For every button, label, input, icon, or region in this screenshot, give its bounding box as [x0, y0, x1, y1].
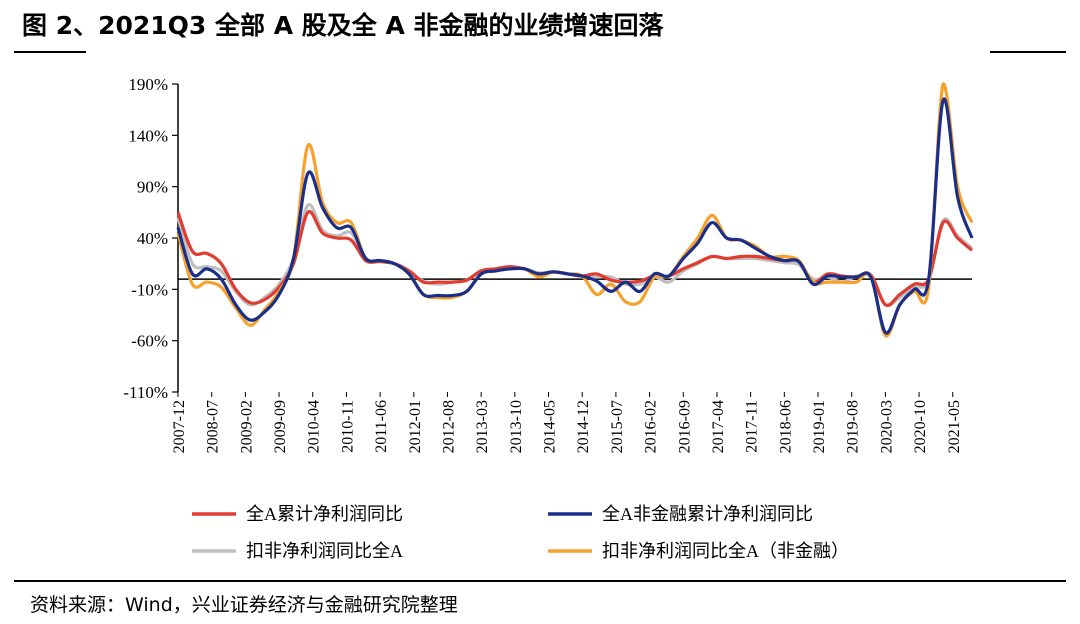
x-tick-label: 2017-11	[744, 400, 761, 453]
footer-divider	[14, 580, 1066, 582]
x-tick-label: 2013-03	[474, 400, 491, 453]
x-tick-label: 2017-04	[710, 400, 727, 453]
x-tick-label: 2011-06	[373, 400, 390, 453]
y-axis: 190% 140% 90% 40% -10% -60% -110%	[123, 75, 179, 402]
x-tick-label: 2012-01	[407, 400, 424, 453]
legend-label-3: 扣非净利润同比全A	[246, 541, 403, 561]
x-tick-label: 2020-10	[912, 400, 929, 453]
x-tick-label: 2016-02	[643, 400, 660, 453]
x-tick-label: 2009-09	[272, 400, 289, 453]
y-tick-label: 40%	[137, 229, 168, 248]
page-title: 图 2、2021Q3 全部 A 股及全 A 非金融的业绩增速回落	[22, 11, 664, 40]
x-tick-label: 2013-10	[508, 400, 525, 453]
legend-label-1: 全A累计净利润同比	[246, 504, 403, 524]
x-tick-label: 2010-04	[306, 400, 323, 453]
x-tick-label: 2019-01	[811, 400, 828, 453]
y-tick-label: 190%	[128, 75, 168, 94]
y-tick-label: -110%	[123, 383, 168, 402]
x-axis: 2007-12 2008-07 2009-02 2009-09 2010-04 2010-…	[171, 278, 972, 453]
x-tick-label: 2014-05	[542, 400, 559, 453]
title-divider-right	[990, 51, 1066, 53]
x-tick-label: 2009-02	[238, 400, 255, 453]
series-line-2	[176, 97, 974, 335]
series-line-4	[176, 82, 974, 338]
x-tick-label: 2007-12	[171, 400, 188, 453]
y-tick-label: -60%	[131, 332, 168, 351]
source-note: 资料来源：Wind，兴业证券经济与金融研究院整理	[30, 594, 458, 616]
x-tick-label: 2010-11	[339, 400, 356, 453]
x-tick-label: 2021-05	[946, 400, 963, 453]
y-tick-label: -10%	[131, 280, 168, 299]
y-tick-label: 140%	[128, 126, 168, 145]
x-tick-label: 2015-07	[609, 400, 626, 453]
x-tick-label: 2014-12	[575, 400, 592, 453]
x-tick-label: 2012-08	[440, 400, 457, 453]
x-tick-label: 2018-06	[777, 400, 794, 453]
x-tick-label: 2008-07	[205, 400, 222, 453]
legend-label-4: 扣非净利润同比全A（非金融）	[602, 541, 849, 561]
series-group	[176, 82, 974, 338]
legend-label-2: 全A非金融累计净利润同比	[602, 504, 813, 524]
x-tick-label: 2020-03	[878, 400, 895, 453]
line-chart: 190% 140% 90% 40% -10% -60% -110% 2007-12 2008-…	[123, 75, 974, 561]
y-tick-label: 90%	[137, 178, 168, 197]
x-tick-label: 2019-08	[845, 400, 862, 453]
x-tick-label: 2016-09	[676, 400, 693, 453]
title-divider	[14, 51, 86, 53]
